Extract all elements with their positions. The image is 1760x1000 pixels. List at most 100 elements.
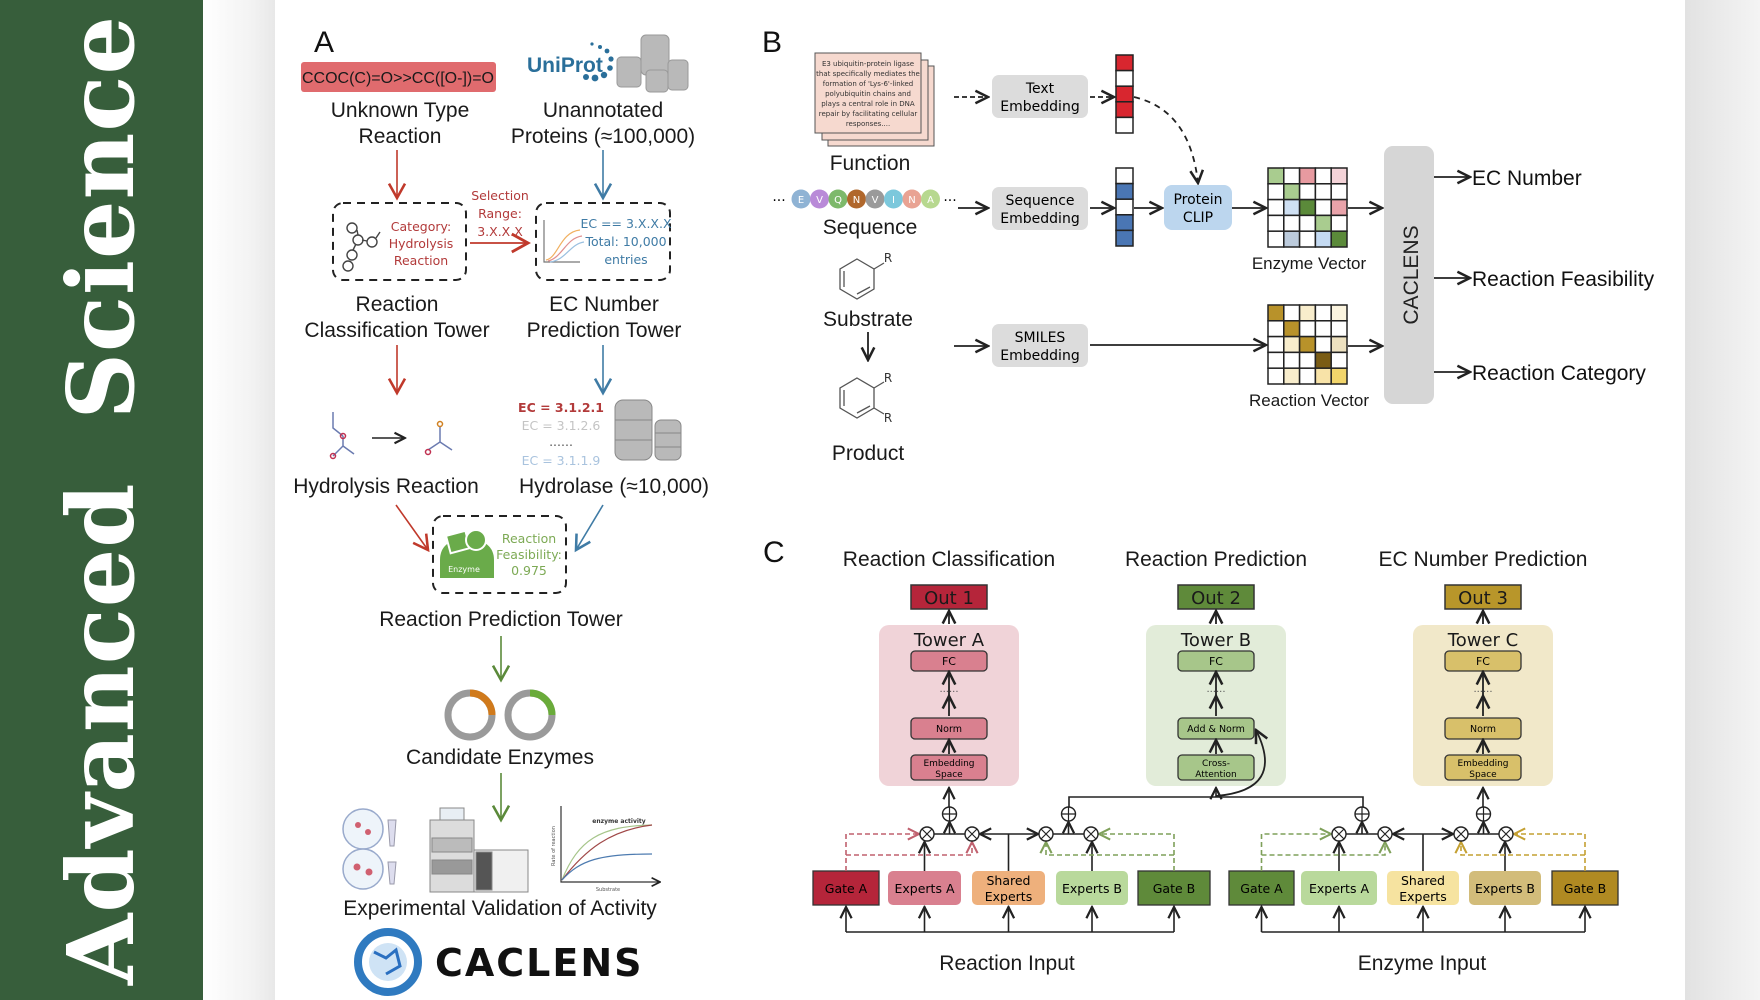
- vector-cell: [1115, 167, 1134, 185]
- grid-cell: [1330, 183, 1348, 201]
- reaction-vector-grid: [1267, 304, 1348, 385]
- plot-title: enzyme activity: [592, 818, 646, 825]
- page-shadow: [1685, 0, 1760, 1000]
- unannotated-line2: Proteins (≈100,000): [511, 125, 695, 148]
- function-description: E3 ubiquitin-protein ligase that specific…: [816, 60, 920, 128]
- moe-module-label: Shared: [986, 873, 1030, 888]
- moe-module-label: Gate B: [1564, 881, 1607, 896]
- tower-name: Tower A: [913, 630, 985, 651]
- ec-filter-line1: EC == 3.X.X.X: [580, 216, 672, 231]
- amino-acid-letter: V: [872, 195, 879, 206]
- multiply-operator-icon: [964, 826, 980, 842]
- grid-cell: [1330, 320, 1348, 338]
- mid-layer-label: Norm: [1470, 724, 1496, 735]
- amino-acid-letter: Q: [834, 195, 842, 206]
- function-label: Function: [830, 152, 911, 175]
- tower-layer-box: [1177, 754, 1255, 781]
- moe-module-box: [1056, 871, 1128, 905]
- moe-module-label: Experts: [985, 889, 1032, 904]
- grid-cell: [1330, 214, 1348, 232]
- amino-acid-letter: I: [892, 195, 895, 206]
- vector-cell: [1115, 198, 1134, 216]
- bottom-layer-label: Space: [935, 770, 963, 780]
- amino-acid-bead: [884, 189, 903, 209]
- connector: [1514, 834, 1586, 871]
- add-operator-icon: [941, 806, 958, 822]
- tower-task-title: EC Number Prediction: [1379, 548, 1588, 571]
- smiles-embedding-box: [992, 324, 1088, 367]
- multiply-operator-icon: [919, 826, 935, 842]
- ec-filter-line3: entries: [604, 252, 647, 267]
- bottom-layer-label: Space: [1469, 770, 1497, 780]
- grid-cell: [1267, 230, 1285, 248]
- moe-module-box: [1301, 871, 1377, 905]
- uniprot-logo: UniProt: [527, 42, 614, 82]
- tower-layer-box: [1444, 754, 1522, 781]
- bottom-layer-label: Cross-: [1202, 759, 1230, 769]
- r-group: R: [884, 251, 892, 265]
- moe-module-box: [888, 871, 961, 905]
- fc-layer-label: FC: [1476, 655, 1490, 668]
- multiply-operator-icon: [1331, 826, 1347, 842]
- grid-cell: [1298, 214, 1317, 232]
- caclens-logo-text: CACLENS: [435, 941, 644, 985]
- panel-b-label: B: [762, 26, 782, 59]
- panel-a: A CCOC(C)=O>>CC([O-])=O UniProt Unknown …: [293, 26, 709, 996]
- moe-module-label: Shared: [1401, 873, 1445, 888]
- caclens-model-bar: [1384, 146, 1434, 404]
- moe-module-box: [1551, 870, 1619, 906]
- database-icon: [614, 399, 682, 461]
- moe-module-box: [1387, 871, 1459, 905]
- sequence-ellipsis-left: ...: [772, 189, 785, 205]
- connector: [1046, 842, 1174, 856]
- fc-layer-label: FC: [942, 655, 956, 668]
- ec-filter-box: [535, 202, 671, 281]
- output-box: [1177, 584, 1255, 610]
- grid-cell: [1314, 304, 1332, 322]
- protein-clip-box: [1164, 185, 1232, 230]
- grid-cell: [1298, 198, 1317, 217]
- sequence-embedding-line1: Sequence: [1005, 193, 1074, 209]
- grid-cell: [1330, 367, 1348, 385]
- grid-cell: [1267, 167, 1285, 185]
- protein-clip-line1: Protein: [1173, 192, 1222, 208]
- connector: [846, 842, 972, 856]
- add-operator-icon: [1475, 806, 1492, 822]
- connector: [1261, 842, 1386, 856]
- grid-cell: [1267, 183, 1285, 201]
- product-benzene-icon: [839, 377, 885, 419]
- plot-ylabel: Rate of reaction: [551, 826, 557, 866]
- r-group: R: [884, 411, 892, 425]
- output-label: Out 2: [1191, 588, 1241, 609]
- output-reaction-category: Reaction Category: [1472, 362, 1646, 385]
- tower-task-title: Reaction Classification: [843, 548, 1055, 571]
- vector-cell: [1115, 85, 1134, 103]
- smiles-box: [301, 62, 496, 92]
- moe-module-box: [972, 871, 1045, 905]
- prediction-tower-label: Reaction Prediction Tower: [379, 608, 623, 631]
- ec-list-item: EC = 3.1.2.1: [518, 400, 604, 415]
- caclens-bar-label: CACLENS: [1400, 225, 1423, 324]
- moe-module-label: Experts: [1399, 889, 1446, 904]
- protein-clip-line2: CLIP: [1183, 210, 1213, 226]
- ec-list-item: EC = 3.1.1.9: [522, 453, 601, 468]
- text-embedding-line1: Text: [1025, 81, 1055, 97]
- grid-cell: [1314, 198, 1332, 217]
- enzyme-activity-plot-icon: [560, 806, 660, 882]
- grid-cell: [1330, 167, 1348, 185]
- grid-cell: [1314, 214, 1332, 232]
- output-label: Out 1: [924, 588, 974, 609]
- output-reaction-feasibility: Reaction Feasibility: [1472, 268, 1655, 291]
- grid-cell: [1298, 304, 1317, 322]
- uniprot-logo-text: UniProt: [527, 54, 603, 77]
- grid-cell: [1283, 183, 1301, 201]
- function-text-line: repair by facilitating cellular: [819, 110, 918, 118]
- grid-cell: [1298, 167, 1317, 185]
- panel-c-label: C: [763, 536, 785, 569]
- ec-filter-line2: Total: 10,000: [584, 234, 666, 249]
- sequence-label: Sequence: [823, 216, 918, 239]
